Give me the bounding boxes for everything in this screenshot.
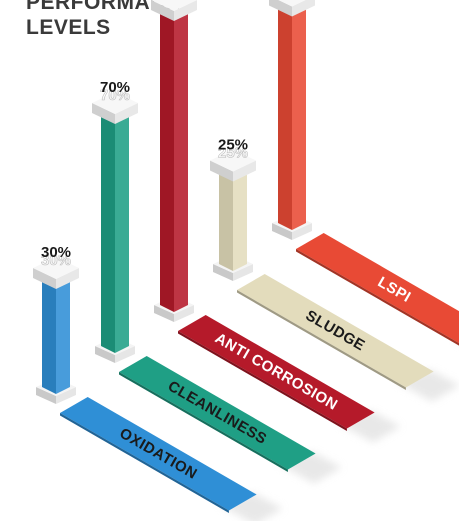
strip-edge-cleanliness <box>119 372 288 472</box>
bar-left-face <box>278 7 292 230</box>
cap-top-face <box>210 149 256 172</box>
base-right-face <box>115 346 135 363</box>
cap-left-face <box>210 160 233 182</box>
cap-top-face <box>151 0 197 11</box>
strip-edge-oxidation <box>60 413 229 513</box>
base-right-face <box>233 264 253 281</box>
strip-edge-sludge <box>237 290 406 390</box>
category-label-anti-corrosion: ANTI CORROSION <box>212 330 341 414</box>
base-right-face <box>292 223 312 240</box>
column-lspi: 65%65% <box>269 0 315 240</box>
chart-title-line2: LEVELS <box>26 16 111 39</box>
bar-right-face <box>233 172 247 271</box>
bar-right-face <box>56 280 70 394</box>
base-left-face <box>154 305 174 322</box>
cap-left-face <box>92 103 115 124</box>
value-label-ghost: 70% <box>100 87 130 104</box>
cap-right-face <box>292 0 315 17</box>
cap-right-face <box>115 103 138 124</box>
bar-left-face <box>42 280 56 394</box>
cap-top-face <box>278 0 306 7</box>
bar-left-face <box>160 12 174 312</box>
base-right-face <box>174 305 194 322</box>
strip-oxidation <box>60 397 257 511</box>
value-label-ghost: 90% <box>159 0 189 1</box>
cap-right-face <box>233 160 256 182</box>
cap-top-face <box>92 92 138 114</box>
strip-edge-lspi <box>296 249 459 346</box>
base-right-face <box>56 387 76 404</box>
base-left-face <box>95 346 115 363</box>
cap-top-face <box>33 257 79 279</box>
strip-edge-anti-corrosion <box>178 331 347 431</box>
base-left-face <box>36 387 56 404</box>
bar-right-face <box>292 7 306 230</box>
column-anti-corrosion: 90%90% <box>151 0 197 322</box>
cap-right-face <box>56 268 79 289</box>
value-label-ghost: 30% <box>41 252 71 269</box>
cap-left-face <box>151 0 174 21</box>
cap-left-face <box>33 268 56 289</box>
strip-anti-corrosion <box>178 315 375 429</box>
value-label-oxidation: 30% <box>41 244 71 261</box>
strip-sludge <box>237 274 434 388</box>
value-label-cleanliness: 70% <box>100 79 130 96</box>
chart-title: PERFORMACE LEVELS <box>26 0 180 40</box>
bar-right-face <box>174 12 188 312</box>
column-oxidation: 30%30% <box>33 244 79 404</box>
strip-cleanliness <box>119 356 316 470</box>
base-left-face <box>272 223 292 240</box>
column-sludge: 25%25% <box>210 137 256 281</box>
bar-left-face <box>101 115 115 353</box>
column-cleanliness: 70%70% <box>92 79 138 363</box>
base-left-face <box>213 264 233 281</box>
cap-left-face <box>269 0 292 17</box>
value-label-ghost: 25% <box>218 145 248 162</box>
cap-right-face <box>174 0 197 21</box>
strip-lspi <box>296 233 459 344</box>
chart-title-line1: PERFORMACE <box>26 0 181 14</box>
value-label-sludge: 25% <box>218 137 248 154</box>
category-label-cleanliness: CLEANLINESS <box>165 378 270 448</box>
bar-left-face <box>219 172 233 271</box>
bar-right-face <box>115 115 129 353</box>
